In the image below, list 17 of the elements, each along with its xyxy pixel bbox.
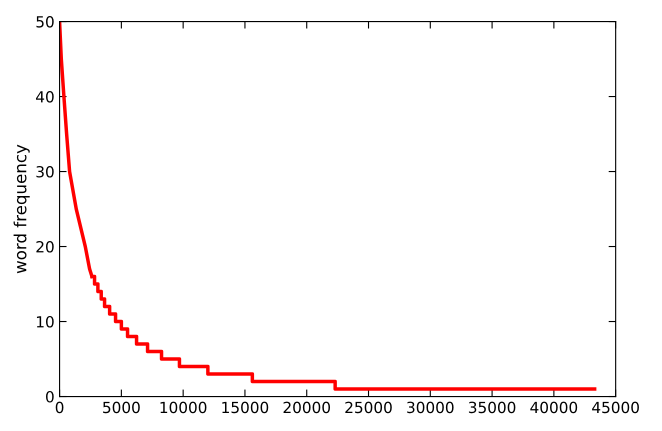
x-tick-label: 40000 (530, 402, 578, 414)
x-tick-label: 20000 (284, 402, 330, 414)
x-tick-label: 30000 (407, 402, 454, 414)
y-tick-label: 0 (46, 390, 54, 403)
x-tick-label: 0 (56, 402, 64, 414)
y-tick-label: 20 (36, 240, 54, 253)
y-axis-title: word frequency (14, 144, 30, 274)
x-tick-label: 35000 (468, 402, 516, 414)
y-tick-label: 50 (36, 16, 54, 28)
y-tick-label: 10 (36, 316, 54, 328)
x-tick-label: 45000 (592, 402, 639, 414)
x-tick-label: 10000 (160, 402, 206, 414)
x-tick-label: 25000 (345, 402, 392, 414)
x-tick-label: 15000 (222, 402, 268, 414)
y-tick-label: 30 (36, 166, 54, 178)
y-tick-label: 40 (36, 91, 54, 103)
x-tick-label: 5000 (103, 402, 140, 414)
